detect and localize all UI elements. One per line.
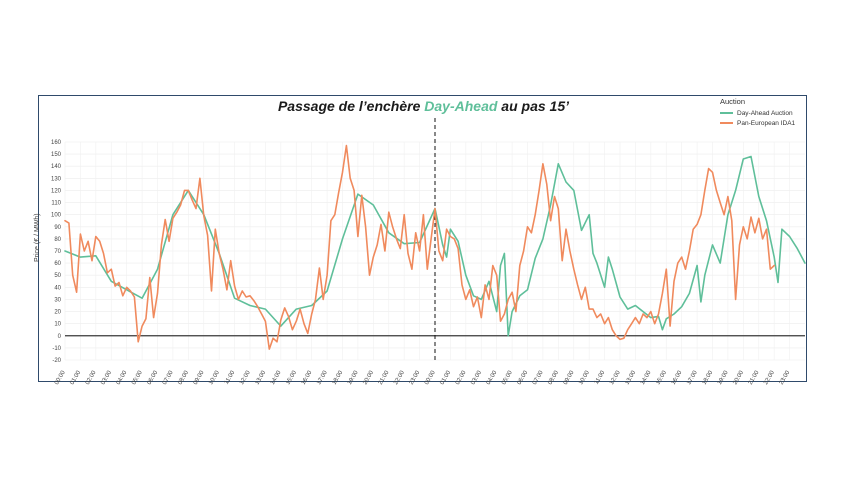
- x-tick-label: 14:00: [640, 369, 653, 386]
- x-tick-label: 12:00: [239, 369, 252, 386]
- legend-item-day-ahead[interactable]: Day-Ahead Auction: [720, 108, 795, 118]
- y-tick-label: 30: [54, 297, 61, 303]
- y-tick-label: 100: [51, 213, 62, 219]
- title-highlight: Day-Ahead: [424, 98, 498, 114]
- y-tick-label: 50: [54, 273, 61, 279]
- x-tick-label: 02:00: [455, 369, 468, 386]
- x-tick-label: 04:00: [116, 369, 129, 386]
- legend-label-ida1: Pan-European IDA1: [737, 119, 796, 127]
- x-tick-label: 01:00: [69, 369, 82, 386]
- x-tick-label: 18:00: [332, 369, 345, 386]
- x-tick-label: 21:00: [378, 369, 391, 386]
- x-tick-label: 11:00: [594, 369, 607, 385]
- x-tick-label: 09:00: [563, 369, 576, 386]
- x-tick-label: 19:00: [347, 369, 360, 386]
- x-tick-label: 21:00: [748, 369, 761, 386]
- x-tick-label: 16:00: [301, 369, 314, 386]
- x-tick-label: 09:00: [193, 369, 206, 386]
- x-tick-label: 06:00: [517, 369, 530, 386]
- x-tick-label: 16:00: [671, 369, 684, 386]
- x-tick-label: 19:00: [717, 369, 730, 386]
- y-tick-label: 70: [54, 249, 61, 255]
- x-tick-label: 17:00: [686, 369, 699, 386]
- x-tick-label: 10:00: [208, 369, 221, 386]
- x-tick-label: 07:00: [162, 369, 175, 386]
- x-tick-label: 00:00: [54, 369, 67, 386]
- day-ahead-series-line: [64, 155, 806, 337]
- x-tick-label: 18:00: [702, 369, 715, 386]
- x-tick-label: 10:00: [578, 369, 591, 386]
- x-tick-label: 23:00: [409, 369, 422, 386]
- x-tick-label: 12:00: [609, 369, 622, 386]
- x-tick-label: 01:00: [439, 369, 452, 386]
- x-tick-label: 20:00: [732, 369, 745, 386]
- x-tick-label: 05:00: [131, 369, 144, 386]
- x-tick-label: 17:00: [316, 369, 329, 386]
- x-tick-label: 13:00: [254, 369, 267, 386]
- x-tick-label: 04:00: [486, 369, 499, 386]
- y-tick-label: -10: [52, 346, 61, 352]
- x-tick-label: 03:00: [100, 369, 113, 386]
- y-tick-label: 130: [51, 176, 62, 182]
- y-tick-label: 110: [51, 201, 61, 207]
- x-tick-label: 05:00: [501, 369, 514, 386]
- y-tick-label: 60: [54, 261, 61, 267]
- y-tick-label: 150: [51, 152, 62, 158]
- x-tick-label: 08:00: [547, 369, 560, 386]
- x-tick-label: 22:00: [763, 369, 776, 386]
- x-tick-label: 23:00: [779, 369, 792, 386]
- x-tick-label: 03:00: [470, 369, 483, 386]
- legend-swatch-ida1: [720, 122, 733, 124]
- x-tick-label: 08:00: [177, 369, 190, 386]
- x-tick-label: 07:00: [532, 369, 545, 386]
- x-tick-label: 02:00: [85, 369, 98, 386]
- title-prefix: Passage de l’enchère: [277, 98, 425, 114]
- y-tick-label: 160: [51, 140, 62, 146]
- ida1-series-line: [64, 144, 776, 350]
- y-tick-label: 10: [54, 322, 61, 328]
- x-tick-label: 22:00: [393, 369, 406, 386]
- y-tick-label: 80: [54, 237, 61, 243]
- y-tick-label: 140: [51, 164, 62, 170]
- y-tick-label: 0: [58, 334, 62, 340]
- legend-label-day-ahead: Day-Ahead Auction: [737, 109, 793, 117]
- legend: Auction Day-Ahead Auction Pan-European I…: [720, 97, 795, 128]
- x-tick-label: 13:00: [624, 369, 637, 386]
- x-tick-label: 11:00: [224, 369, 237, 385]
- y-tick-label: 120: [51, 188, 62, 194]
- chart-title: Passage de l’enchère Day-Ahead au pas 15…: [0, 98, 847, 114]
- legend-title: Auction: [720, 97, 746, 106]
- y-tick-label: -20: [52, 358, 61, 364]
- x-tick-label: 00:00: [424, 369, 437, 386]
- x-tick-label: 20:00: [362, 369, 375, 386]
- y-tick-label: 90: [54, 225, 61, 231]
- y-tick-label: 40: [54, 285, 61, 291]
- x-tick-label: 06:00: [147, 369, 160, 386]
- x-tick-label: 15:00: [655, 369, 668, 386]
- title-suffix: au pas 15’: [497, 98, 570, 114]
- x-tick-label: 14:00: [270, 369, 283, 386]
- y-tick-label: 20: [54, 310, 61, 316]
- x-tick-label: 15:00: [285, 369, 298, 386]
- legend-swatch-day-ahead: [720, 112, 733, 114]
- legend-item-ida1[interactable]: Pan-European IDA1: [720, 118, 795, 128]
